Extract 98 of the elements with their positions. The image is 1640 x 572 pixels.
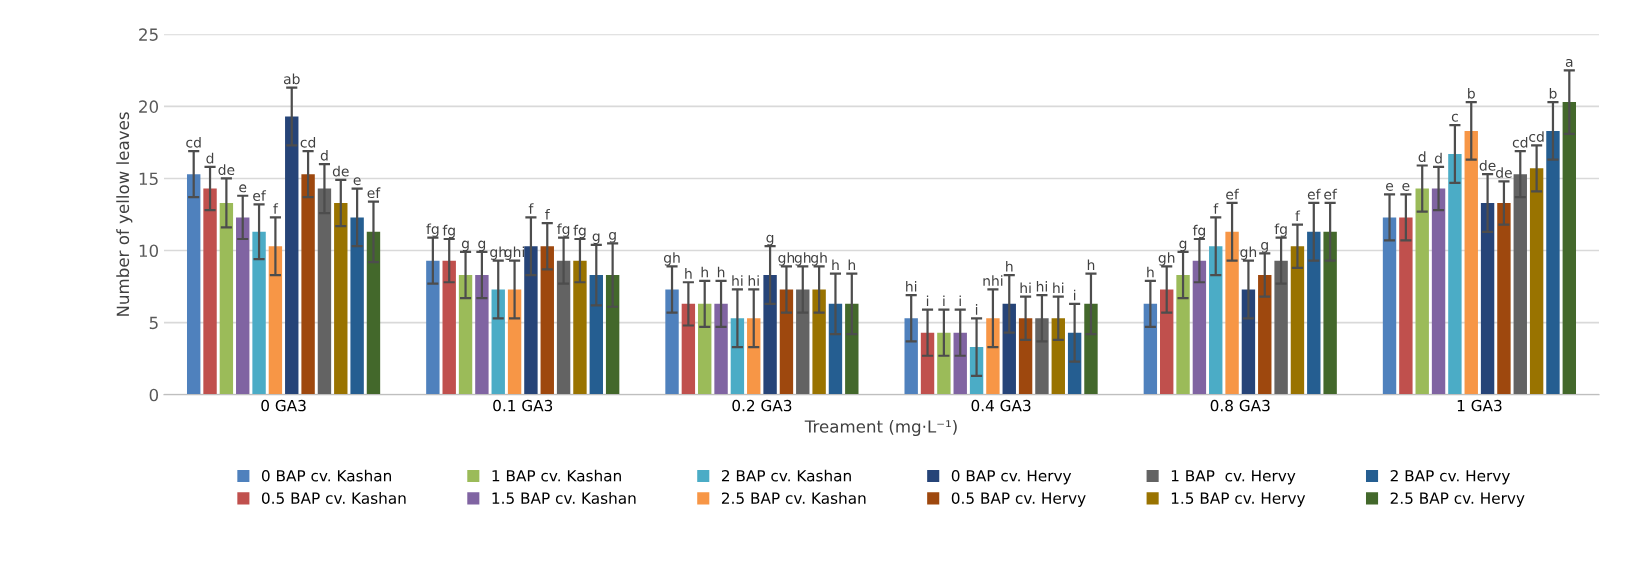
data-label: g <box>1261 242 1268 253</box>
data-label: g <box>461 240 469 252</box>
data-label: g <box>1179 240 1187 252</box>
data-label: b <box>1468 87 1475 99</box>
data-label: ef <box>1324 188 1338 200</box>
data-label: ef <box>367 187 381 199</box>
data-label: de <box>218 164 235 176</box>
data-label: gh <box>490 246 506 260</box>
data-label: i <box>943 295 945 307</box>
y-tick-label: 0 <box>149 388 159 402</box>
data-label: h <box>832 259 839 270</box>
data-label: g <box>478 240 486 252</box>
data-label: a <box>1565 58 1573 67</box>
data-label: ef <box>1307 188 1321 200</box>
data-label: hi <box>1053 282 1064 294</box>
data-label: f <box>1295 210 1301 221</box>
x-tick-label: 0.4 GA3 <box>971 399 1031 412</box>
data-label: fg <box>426 223 439 237</box>
data-label: e <box>1386 182 1394 191</box>
data-label: i <box>975 304 978 315</box>
legend-label: 2.5 BAP cv. Kashan <box>721 492 866 504</box>
data-label: h <box>685 268 692 279</box>
legend-label: 1.5 BAP cv. Hervy <box>1171 492 1306 507</box>
data-label: hi <box>732 275 743 286</box>
data-label: e <box>353 177 361 186</box>
data-label: hi <box>1020 282 1031 294</box>
data-label: hi <box>1036 281 1047 292</box>
data-label: g <box>592 233 600 245</box>
data-label: d <box>1418 151 1426 163</box>
legend-label: 1 BAP cv. Hervy <box>1171 470 1296 485</box>
data-label: c <box>1451 113 1458 122</box>
y-tick-label: 25 <box>139 28 158 41</box>
legend-label: 1 BAP cv. Kashan <box>492 469 621 482</box>
data-label: ef <box>253 190 267 201</box>
data-label: f <box>1213 203 1219 214</box>
legend-label: 0 BAP cv. Hervy <box>951 469 1072 485</box>
data-label: cd <box>300 136 316 148</box>
legend-label: 2.5 BAP cv. Hervy <box>1390 492 1525 507</box>
data-label: gh <box>1240 246 1257 260</box>
data-label: h <box>1147 266 1154 278</box>
data-label: de <box>1479 159 1496 171</box>
data-label: nhi <box>983 275 1003 286</box>
data-label: gh <box>794 252 811 266</box>
data-label: h <box>701 266 708 278</box>
x-tick-label: 0.2 GA3 <box>732 399 792 412</box>
data-label: fg <box>1274 223 1287 237</box>
data-label: d <box>206 152 214 164</box>
data-label: gh <box>778 252 795 266</box>
data-label: i <box>1074 289 1076 301</box>
data-label: i <box>926 295 929 307</box>
data-label: i <box>959 295 961 307</box>
data-label: ab <box>283 73 300 85</box>
data-label: h <box>1087 259 1095 270</box>
data-label: cd <box>1529 131 1544 142</box>
data-label: d <box>1434 152 1442 164</box>
data-label: ghi <box>504 246 525 260</box>
data-label: cd <box>186 136 201 148</box>
data-label: f <box>273 203 279 214</box>
x-tick-label: 0.1 GA3 <box>493 399 553 412</box>
data-label: b <box>1549 87 1557 99</box>
x-tick-label: 1 GA3 <box>1457 399 1502 412</box>
legend-label: 0.5 BAP cv. Kashan <box>261 492 406 504</box>
data-label: f <box>545 208 550 220</box>
y-tick-label: 10 <box>139 244 159 258</box>
legend-label: 2 BAP cv. Kashan <box>721 469 851 482</box>
data-label: fg <box>573 224 586 239</box>
data-label: f <box>528 203 534 214</box>
legend-label: 2 BAP cv. Hervy <box>1390 469 1510 485</box>
data-label: cd <box>1512 136 1528 148</box>
data-label: hi <box>748 275 759 286</box>
y-tick-label: 5 <box>149 316 158 330</box>
data-label: fg <box>442 224 455 239</box>
legend-label: 1.5 BAP cv. Kashan <box>492 492 636 504</box>
data-label: h <box>848 259 856 270</box>
data-label: g <box>608 231 616 243</box>
data-label: h <box>717 266 725 278</box>
legend-label: 0 BAP cv. Kashan <box>261 469 391 482</box>
data-label: de <box>332 165 349 177</box>
x-tick-label: 0.8 GA3 <box>1210 399 1270 412</box>
y-tick-label: 15 <box>139 172 158 186</box>
data-label: g <box>766 234 774 246</box>
data-label: gh <box>663 252 680 266</box>
data-label: de <box>1496 167 1512 178</box>
data-label: gh <box>1158 252 1175 266</box>
legend-label: 0.5 BAP cv. Hervy <box>951 492 1086 507</box>
data-label: fg <box>1192 224 1205 239</box>
data-label: d <box>320 149 328 161</box>
data-label: e <box>239 184 247 193</box>
data-label: e <box>1402 182 1410 191</box>
y-tick-label: 20 <box>139 100 159 113</box>
data-label: fg <box>557 223 570 237</box>
y-axis-title: Number of yellow leaves <box>116 112 133 316</box>
data-label: ef <box>1226 188 1240 200</box>
x-tick-label: 0 GA3 <box>261 399 306 412</box>
x-axis-title: Treament (mg·L⁻¹) <box>804 419 957 437</box>
data-label: gh <box>811 252 827 266</box>
data-label: h <box>1006 260 1013 272</box>
data-label: hi <box>906 281 917 292</box>
